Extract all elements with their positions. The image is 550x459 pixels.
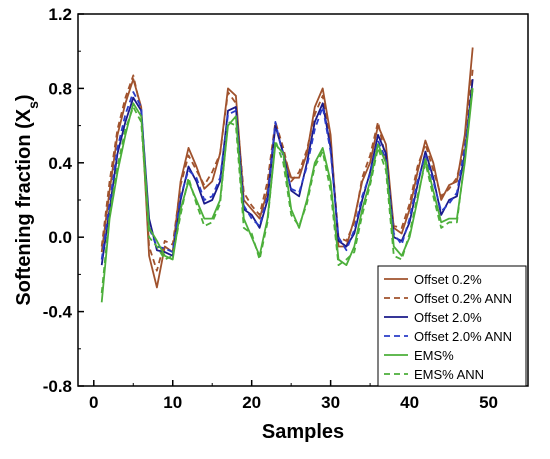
legend-label: Offset 2.0% <box>414 310 482 325</box>
series-group <box>100 47 474 303</box>
legend-label: EMS% ANN <box>414 367 484 382</box>
series-line-5 <box>100 84 474 294</box>
y-tick-label: -0.4 <box>43 303 73 322</box>
y-axis-title-close: ) <box>13 94 35 101</box>
y-tick-label: -0.8 <box>43 377 72 396</box>
series-line-4 <box>100 88 474 303</box>
y-tick-label: 0.4 <box>48 154 72 173</box>
x-axis-title: Samples <box>262 421 344 443</box>
legend-label: Offset 0.2% ANN <box>414 291 512 306</box>
legend: Offset 0.2% Offset 0.2% ANN Offset 2.0% Off… <box>377 265 527 387</box>
series-line-1 <box>100 69 474 272</box>
legend-label: Offset 2.0% ANN <box>414 329 512 344</box>
legend-box <box>377 265 527 387</box>
y-tick-label: 0.0 <box>48 228 72 247</box>
x-tick-label: 30 <box>321 393 340 412</box>
series-line-3 <box>100 88 474 260</box>
y-axis-title: Softening fraction (Xs) <box>13 94 41 305</box>
y-tick-label: 1.2 <box>48 5 72 24</box>
x-tick-label: 0 <box>89 393 98 412</box>
x-tick-label: 20 <box>242 393 261 412</box>
y-axis-title-sub: s <box>25 101 41 109</box>
legend-label: EMS% <box>414 348 454 363</box>
y-tick-label: 0.8 <box>48 79 72 98</box>
axis-ticks: 0 10 20 30 40 50 -0.8 -0.4 0.0 0.4 0.8 1.2 <box>43 5 498 412</box>
x-tick-label: 40 <box>400 393 419 412</box>
legend-label: Offset 0.2% <box>414 272 482 287</box>
x-tick-label: 50 <box>479 393 498 412</box>
y-axis-title-main: Softening fraction (X <box>13 108 35 305</box>
x-tick-label: 10 <box>163 393 182 412</box>
